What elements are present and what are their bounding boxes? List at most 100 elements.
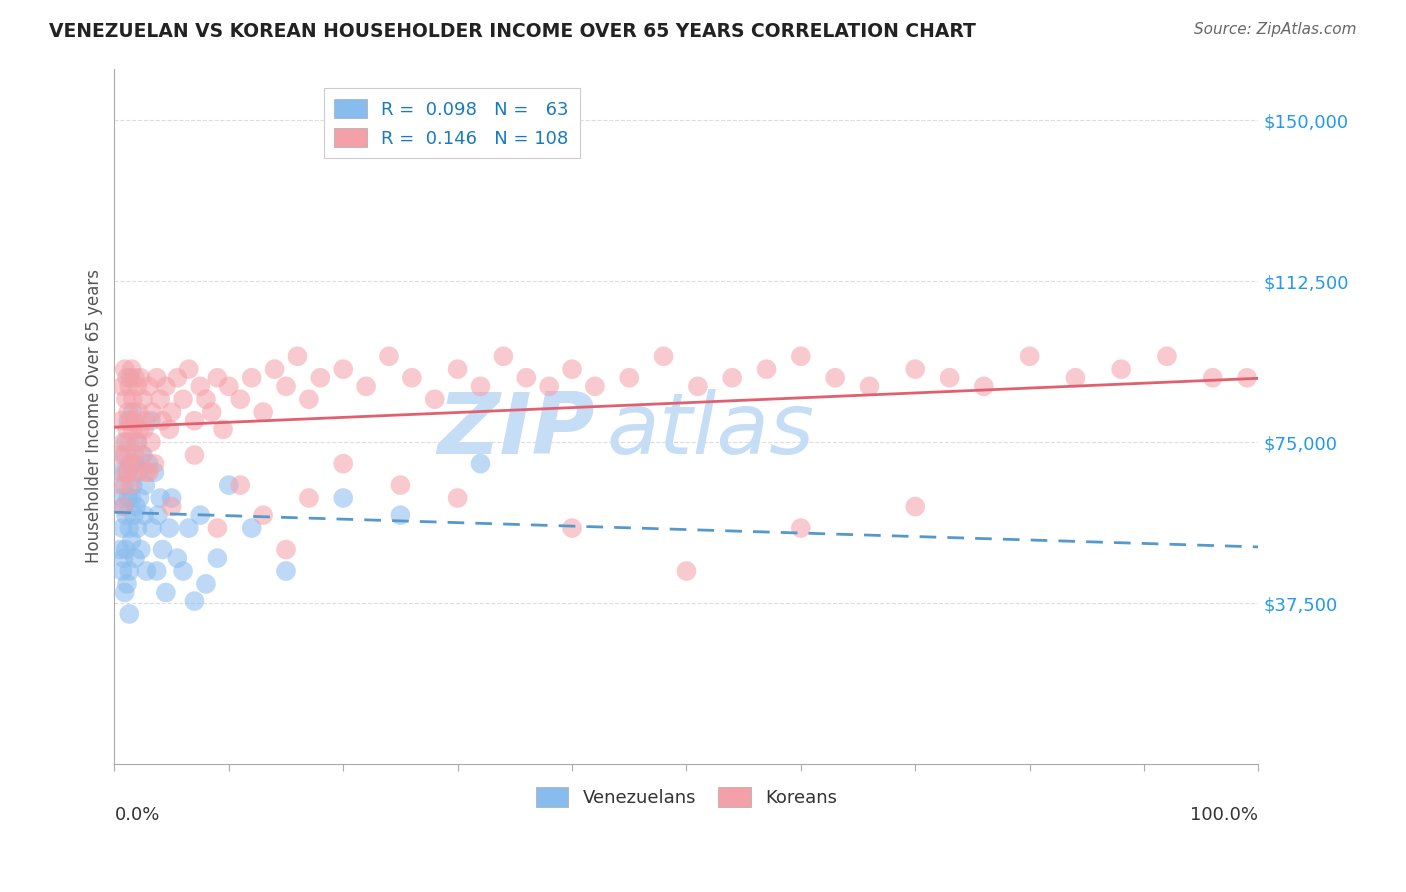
Point xyxy=(124,370,146,384)
Point xyxy=(121,405,143,419)
Point xyxy=(138,465,160,479)
Point xyxy=(139,435,162,450)
Point xyxy=(252,508,274,523)
Point xyxy=(146,508,169,523)
Point xyxy=(155,585,177,599)
Point xyxy=(134,478,156,492)
Point xyxy=(309,370,332,384)
Point xyxy=(157,422,180,436)
Point xyxy=(166,551,188,566)
Point xyxy=(160,405,183,419)
Point xyxy=(904,362,927,376)
Point xyxy=(115,392,138,407)
Point xyxy=(172,392,194,407)
Point xyxy=(652,349,675,363)
Point xyxy=(108,491,131,505)
Point xyxy=(138,379,160,393)
Point xyxy=(218,478,240,492)
Point xyxy=(118,607,141,621)
Legend: Venezuelans, Koreans: Venezuelans, Koreans xyxy=(529,780,844,814)
Point xyxy=(110,465,132,479)
Point xyxy=(115,370,138,384)
Point xyxy=(112,448,135,462)
Point xyxy=(1156,349,1178,363)
Point xyxy=(120,478,142,492)
Point xyxy=(1236,370,1258,384)
Point xyxy=(332,457,354,471)
Point xyxy=(112,500,135,514)
Point xyxy=(155,379,177,393)
Point xyxy=(858,379,880,393)
Y-axis label: Householder Income Over 65 years: Householder Income Over 65 years xyxy=(86,269,103,564)
Point xyxy=(973,379,995,393)
Point xyxy=(755,362,778,376)
Point xyxy=(128,422,150,436)
Point xyxy=(470,457,492,471)
Point xyxy=(423,392,446,407)
Point xyxy=(112,435,135,450)
Point xyxy=(183,448,205,462)
Text: atlas: atlas xyxy=(606,389,814,472)
Point xyxy=(129,370,152,384)
Point xyxy=(561,521,583,535)
Point xyxy=(790,349,813,363)
Point xyxy=(938,370,960,384)
Point xyxy=(721,370,744,384)
Point xyxy=(117,491,139,505)
Point xyxy=(110,478,132,492)
Point xyxy=(1064,370,1087,384)
Point xyxy=(583,379,606,393)
Point xyxy=(134,414,156,428)
Point xyxy=(134,508,156,523)
Point xyxy=(128,491,150,505)
Point xyxy=(904,500,927,514)
Point xyxy=(111,564,134,578)
Text: 100.0%: 100.0% xyxy=(1191,806,1258,824)
Point xyxy=(115,448,138,462)
Point xyxy=(354,379,377,393)
Point xyxy=(118,521,141,535)
Point xyxy=(298,491,321,505)
Point xyxy=(470,379,492,393)
Point xyxy=(160,491,183,505)
Point xyxy=(141,521,163,535)
Point xyxy=(183,414,205,428)
Point xyxy=(143,465,166,479)
Point xyxy=(152,414,174,428)
Point xyxy=(115,465,138,479)
Point xyxy=(561,362,583,376)
Point xyxy=(120,370,142,384)
Text: ZIP: ZIP xyxy=(437,389,595,472)
Point xyxy=(149,392,172,407)
Point xyxy=(121,478,143,492)
Point xyxy=(287,349,309,363)
Point xyxy=(134,422,156,436)
Point xyxy=(114,585,136,599)
Point xyxy=(201,405,224,419)
Point xyxy=(135,564,157,578)
Point xyxy=(125,465,148,479)
Point xyxy=(207,521,229,535)
Point xyxy=(1109,362,1132,376)
Point xyxy=(207,551,229,566)
Point xyxy=(207,370,229,384)
Point xyxy=(1018,349,1040,363)
Point xyxy=(160,500,183,514)
Point xyxy=(619,370,641,384)
Point xyxy=(127,435,149,450)
Point xyxy=(141,405,163,419)
Point xyxy=(790,521,813,535)
Point xyxy=(120,457,142,471)
Point xyxy=(446,362,468,376)
Point xyxy=(229,392,252,407)
Point xyxy=(121,457,143,471)
Point xyxy=(127,521,149,535)
Point xyxy=(446,491,468,505)
Point xyxy=(1202,370,1225,384)
Point xyxy=(135,465,157,479)
Point xyxy=(114,478,136,492)
Point xyxy=(110,414,132,428)
Point xyxy=(127,379,149,393)
Point xyxy=(112,551,135,566)
Point xyxy=(108,542,131,557)
